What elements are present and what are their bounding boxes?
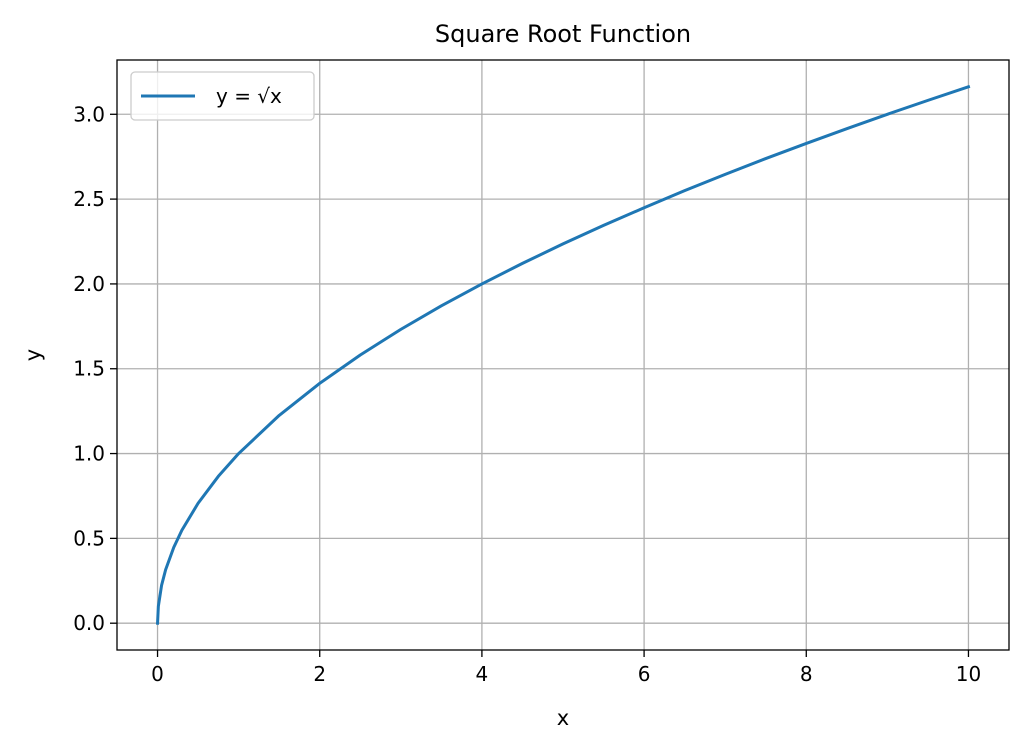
x-axis-label: x xyxy=(557,706,569,730)
y-tick-label: 0.5 xyxy=(73,526,105,550)
y-axis-label: y xyxy=(21,349,45,361)
y-axis: 0.0 0.5 1.0 1.5 2.0 2.5 3.0 xyxy=(73,102,117,635)
series-line xyxy=(155,84,971,625)
y-tick-label: 3.0 xyxy=(73,102,105,126)
x-tick-label: 4 xyxy=(476,662,489,686)
x-axis: 0 2 4 6 8 10 xyxy=(151,650,981,686)
chart-title: Square Root Function xyxy=(435,20,691,48)
x-tick-label: 8 xyxy=(800,662,813,686)
y-tick-label: 1.5 xyxy=(73,357,105,381)
grid xyxy=(117,60,1009,650)
legend-box xyxy=(130,71,315,121)
y-tick-label: 0.0 xyxy=(73,611,105,635)
plot-frame xyxy=(116,59,1010,651)
y-tick-label: 2.5 xyxy=(73,187,105,211)
plot-area xyxy=(117,60,1009,650)
series-layer xyxy=(155,84,971,625)
x-tick-label: 6 xyxy=(638,662,651,686)
legend-label: y = √x xyxy=(216,84,282,108)
y-tick-label: 1.0 xyxy=(73,442,105,466)
x-tick-label: 10 xyxy=(956,662,981,686)
x-tick-label: 2 xyxy=(313,662,326,686)
y-tick-label: 2.0 xyxy=(73,272,105,296)
x-tick-label: 0 xyxy=(151,662,164,686)
legend: y = √x xyxy=(130,71,315,121)
